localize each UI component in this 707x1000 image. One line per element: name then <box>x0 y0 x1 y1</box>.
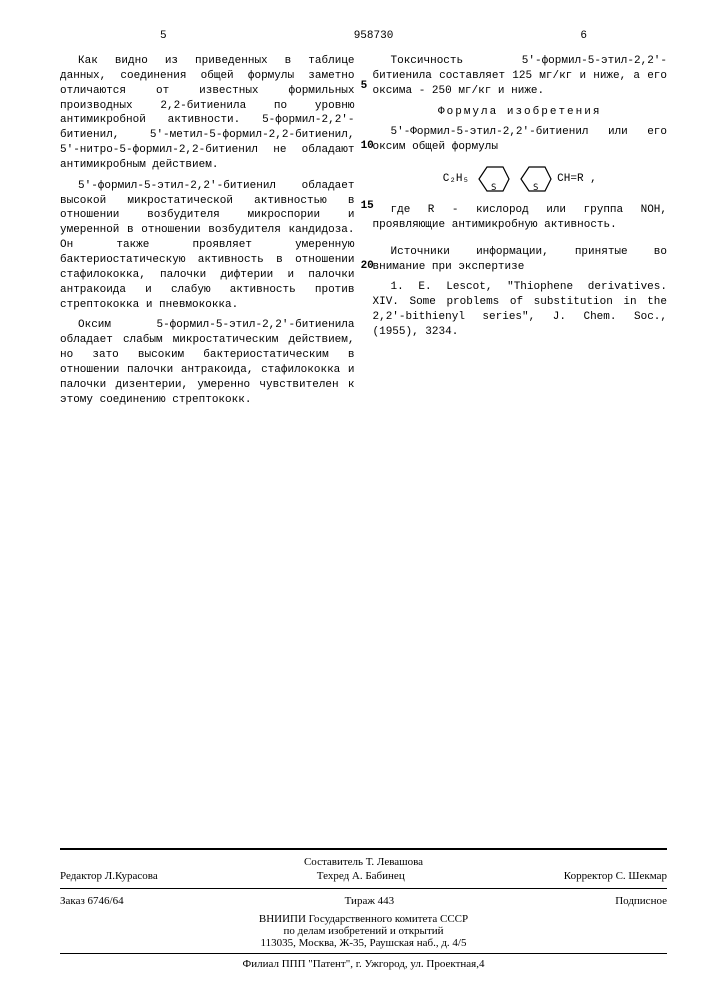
right-p2: 5'-Формил-5-этил-2,2'-битиенил или его о… <box>373 125 668 155</box>
refs-title: Источники информации, принятые во вниман… <box>373 245 668 275</box>
formula-title: Формула изобретения <box>373 105 668 120</box>
right-p1: Токсичность 5'-формил-5-этил-2,2'-битиен… <box>373 54 668 99</box>
tirage: Тираж 443 <box>345 895 395 907</box>
divider-2 <box>60 953 667 954</box>
right-p3: где R - кислород или группа NOH, проявля… <box>373 203 668 233</box>
svg-text:S: S <box>533 183 538 193</box>
org-line-2: по делам изобретений и открытий <box>60 925 667 937</box>
thiophene-ring-2: S <box>515 163 553 195</box>
address: 113035, Москва, Ж-35, Раушская наб., д. … <box>60 937 667 949</box>
page-left: 5 <box>160 30 167 42</box>
signed: Подписное <box>615 895 667 907</box>
marker-15: 15 <box>361 200 374 212</box>
compiler-line: Составитель Т. Левашова <box>60 856 667 868</box>
left-p3: Оксим 5-формил-5-этил-2,2'-битиенила обл… <box>60 318 355 407</box>
doc-number: 958730 <box>354 30 394 42</box>
page-right: 6 <box>580 30 587 42</box>
marker-5: 5 <box>361 80 374 92</box>
chem-right-group: CH=R , <box>557 172 597 187</box>
left-column: Как видно из приведенных в таблице данны… <box>60 54 355 413</box>
chemical-structure: C₂H₅ S S CH=R , <box>373 163 668 195</box>
branch: Филиал ППП "Патент", г. Ужгород, ул. Про… <box>60 958 667 970</box>
svg-text:S: S <box>491 183 496 193</box>
org-line-1: ВНИИПИ Государственного комитета СССР <box>60 913 667 925</box>
editor: Редактор Л.Курасова <box>60 870 158 882</box>
ref-1: 1. E. Lescot, "Thiophene derivatives. XI… <box>373 280 668 339</box>
left-p1: Как видно из приведенных в таблице данны… <box>60 54 355 173</box>
marker-10: 10 <box>361 140 374 152</box>
thiophene-ring-1: S <box>473 163 511 195</box>
order-num: Заказ 6746/64 <box>60 895 124 907</box>
margin-markers: 5 10 15 20 <box>361 80 374 272</box>
chem-left-group: C₂H₅ <box>443 172 469 187</box>
divider-1 <box>60 888 667 889</box>
left-p2: 5'-формил-5-этил-2,2'-битиенил обладает … <box>60 179 355 313</box>
tech-editor: Техред А. Бабинец <box>317 870 405 882</box>
corrector: Корректор С. Шекмар <box>564 870 667 882</box>
marker-20: 20 <box>361 260 374 272</box>
right-column: Токсичность 5'-формил-5-этил-2,2'-битиен… <box>373 54 668 413</box>
footer-block: Составитель Т. Левашова Редактор Л.Курас… <box>60 848 667 970</box>
